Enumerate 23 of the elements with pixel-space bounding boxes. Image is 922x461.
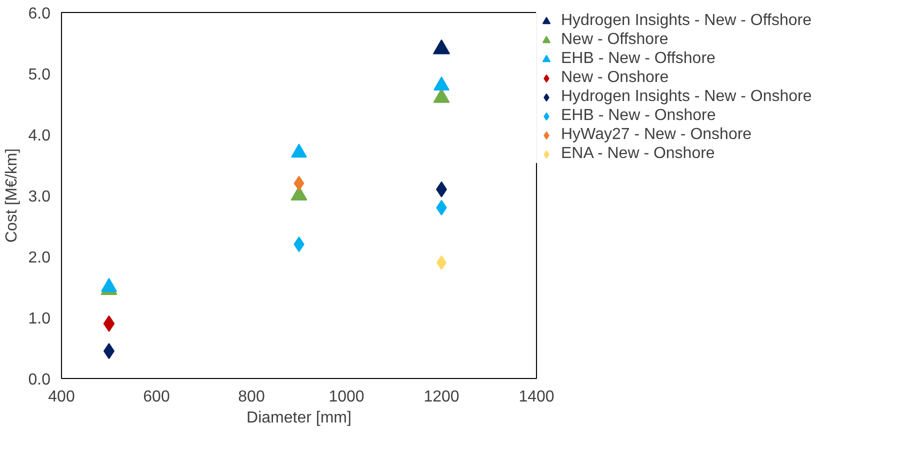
x-axis-title: Diameter [mm] [246, 410, 352, 426]
y-tick-label: 4.0 [28, 128, 51, 144]
x-tick-label: 600 [143, 388, 170, 406]
x-tick-label: 1400 [518, 388, 554, 406]
x-tick-label: 1000 [328, 388, 364, 406]
y-tick-label: 5.0 [28, 66, 51, 84]
y-tick-label: 1.0 [28, 310, 51, 328]
legend-label: EHB - New - Offshore [561, 50, 716, 68]
legend-label: EHB - New - Onshore [561, 107, 716, 125]
y-tick-label: 2.0 [28, 250, 51, 266]
y-tick-label: 3.0 [28, 188, 51, 206]
legend-label: Hydrogen Insights - New - Onshore [561, 88, 812, 106]
legend-label: HyWay27 - New - Onshore [561, 126, 752, 144]
x-tick-label: 400 [48, 388, 75, 406]
legend-label: New - Offshore [561, 31, 668, 49]
y-tick-label: 0.0 [28, 372, 51, 388]
x-tick-label: 800 [238, 388, 265, 406]
x-tick-label: 1200 [424, 388, 460, 406]
y-axis-title: Cost [M€/km] [3, 148, 20, 243]
legend-label: New - Onshore [561, 69, 669, 87]
y-tick-label: 6.0 [28, 6, 51, 22]
legend-label: ENA - New - Onshore [561, 145, 715, 163]
legend-label: Hydrogen Insights - New - Offshore [561, 12, 812, 30]
